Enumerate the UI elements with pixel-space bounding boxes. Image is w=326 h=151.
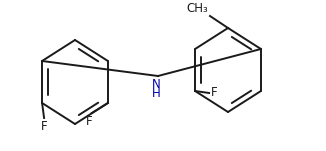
Text: F: F <box>86 115 92 128</box>
Text: N: N <box>152 78 160 91</box>
Text: F: F <box>211 87 218 100</box>
Text: CH₃: CH₃ <box>186 2 208 15</box>
Text: H: H <box>152 87 160 100</box>
Text: F: F <box>41 120 47 133</box>
